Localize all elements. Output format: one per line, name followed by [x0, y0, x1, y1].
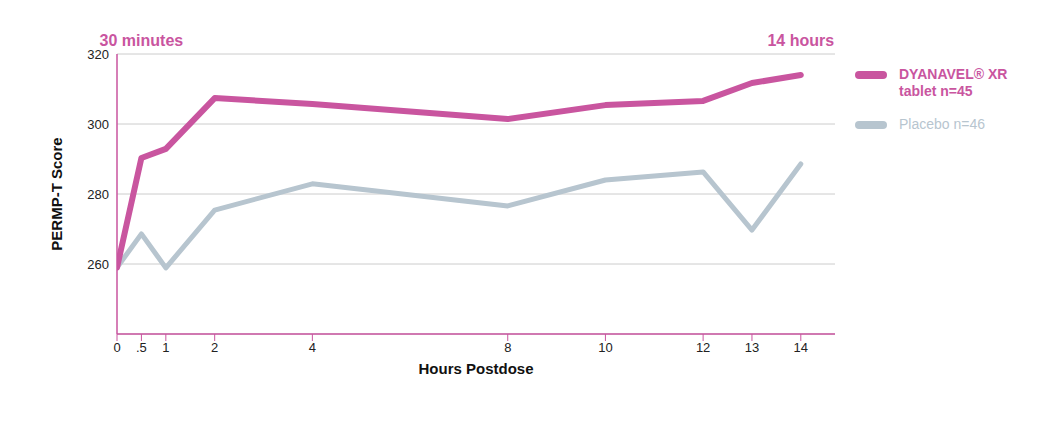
svg-text:260: 260: [87, 257, 109, 272]
svg-text:.5: .5: [136, 340, 147, 355]
svg-text:12: 12: [696, 340, 710, 355]
svg-text:280: 280: [87, 187, 109, 202]
svg-text:320: 320: [87, 46, 109, 62]
svg-text:13: 13: [745, 340, 759, 355]
html-text:Placebo n=46: Placebo n=46: [899, 116, 985, 132]
html-text:DYANAVEL® XR tablet n=45: DYANAVEL® XR tablet n=45: [899, 66, 1008, 99]
svg-text:4: 4: [309, 340, 316, 355]
svg-text:14 hours: 14 hours: [767, 32, 834, 49]
svg-text:Hours Postdose: Hours Postdose: [418, 360, 533, 377]
svg-text:0: 0: [113, 340, 120, 355]
svg-text:14: 14: [794, 340, 808, 355]
svg-text:PERMP-T Score: PERMP-T Score: [48, 137, 65, 250]
svg-text:8: 8: [504, 340, 511, 355]
svg-text:10: 10: [598, 340, 612, 355]
svg-text:1: 1: [162, 340, 169, 355]
svg-text:30 minutes: 30 minutes: [100, 32, 184, 49]
svg-text:300: 300: [87, 117, 109, 132]
svg-text:2: 2: [211, 340, 218, 355]
